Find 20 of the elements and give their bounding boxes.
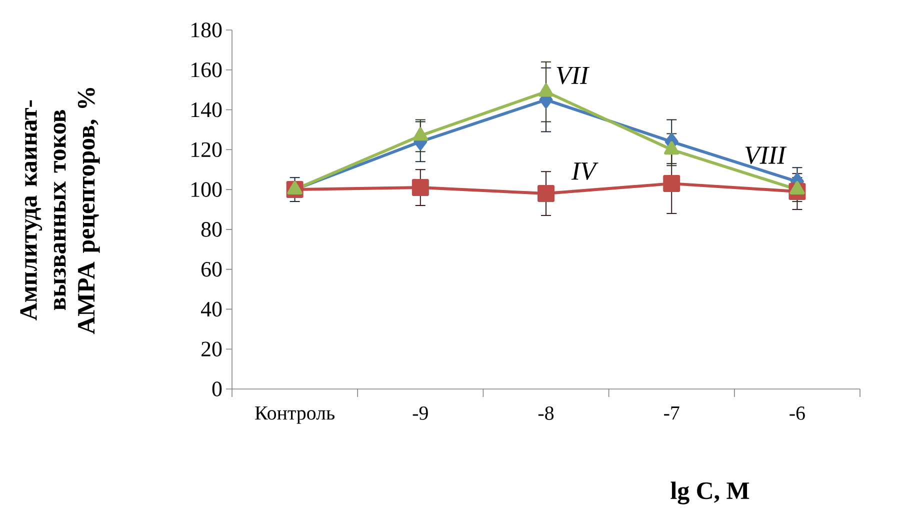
- y-tick-label: 20: [202, 342, 222, 356]
- series-label: VII: [556, 66, 590, 84]
- y-tick-label: 180: [192, 22, 222, 38]
- y-tick-label: 40: [200, 302, 222, 317]
- x-axis-title: lg C, M: [670, 482, 750, 504]
- x-tick-label: -9: [412, 406, 428, 420]
- x-tick-label: -8: [538, 406, 554, 420]
- x-tick-label: -6: [790, 406, 805, 420]
- y-tick-label: 100: [192, 182, 222, 197]
- series-label: IV: [571, 162, 598, 180]
- x-tick-label: Контроль: [255, 406, 334, 424]
- y-axis-title: Амплитуда каинат-вызванных токов AMPA рецепторов, %: [20, 88, 100, 334]
- y-tick-label: 120: [192, 142, 222, 158]
- y-tick-label: 0: [212, 382, 222, 396]
- y-tick-label: 60: [202, 262, 222, 277]
- y-tick-label: 140: [192, 102, 222, 118]
- y-tick-label: 160: [192, 62, 222, 78]
- series-label: VIII: [745, 146, 787, 164]
- x-tick-label: -7: [664, 406, 680, 420]
- y-tick-label: 80: [201, 222, 222, 237]
